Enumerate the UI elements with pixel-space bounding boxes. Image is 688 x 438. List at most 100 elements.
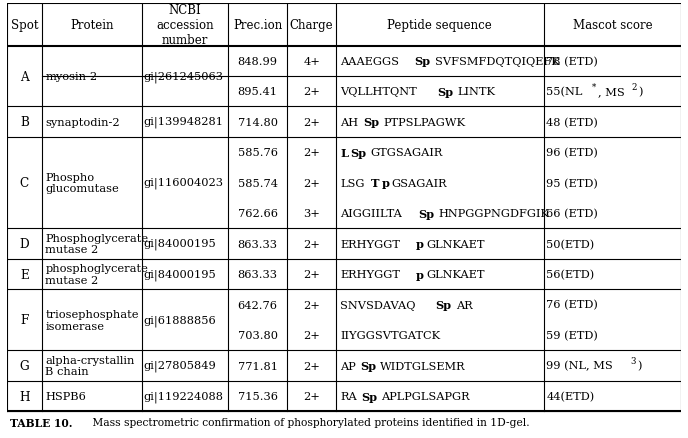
Text: AR: AR	[456, 300, 473, 310]
Text: E: E	[20, 268, 29, 281]
Text: 3: 3	[631, 356, 636, 365]
Text: VQLLHTQNT: VQLLHTQNT	[340, 87, 417, 97]
Text: 2+: 2+	[303, 361, 320, 371]
Text: Phosphoglycerate
mutase 2: Phosphoglycerate mutase 2	[45, 233, 149, 255]
Text: 714.80: 714.80	[237, 117, 278, 127]
Text: gi|119224088: gi|119224088	[144, 390, 224, 402]
Text: 95 (ETD): 95 (ETD)	[546, 178, 598, 188]
Text: Mass spectrometric confirmation of phosphorylated proteins identified in 1D-gel.: Mass spectrometric confirmation of phosp…	[89, 417, 529, 427]
Text: 2+: 2+	[303, 178, 320, 188]
Text: 59 (ETD): 59 (ETD)	[546, 330, 598, 340]
Text: Sp: Sp	[415, 56, 431, 67]
Text: GLNKAET: GLNKAET	[426, 269, 484, 279]
Text: TABLE 10.: TABLE 10.	[10, 417, 72, 428]
Text: 2+: 2+	[303, 269, 320, 279]
Text: triosephosphate
isomerase: triosephosphate isomerase	[45, 309, 139, 331]
Text: 2+: 2+	[303, 117, 320, 127]
Text: RA: RA	[340, 391, 356, 401]
Text: Charge: Charge	[290, 19, 334, 32]
Text: 585.74: 585.74	[237, 178, 278, 188]
Text: p: p	[416, 269, 424, 280]
Text: 2+: 2+	[303, 87, 320, 97]
Text: gi|116004023: gi|116004023	[144, 177, 224, 189]
Text: F: F	[20, 314, 29, 327]
Text: B: B	[20, 116, 29, 129]
Text: 76 (ETD): 76 (ETD)	[546, 300, 598, 310]
Text: GSAGAIR: GSAGAIR	[391, 178, 447, 188]
Text: synaptodin-2: synaptodin-2	[45, 117, 120, 127]
Text: p: p	[382, 178, 389, 189]
Text: 55(NL: 55(NL	[546, 87, 583, 97]
Text: T: T	[371, 178, 380, 189]
Text: p: p	[416, 239, 424, 250]
Text: Mascot score: Mascot score	[572, 19, 652, 32]
Text: gi|261245063: gi|261245063	[144, 71, 224, 83]
Text: 2+: 2+	[303, 391, 320, 401]
Text: gi|139948281: gi|139948281	[144, 117, 224, 128]
Text: 863.33: 863.33	[237, 269, 278, 279]
Text: 50(ETD): 50(ETD)	[546, 239, 594, 249]
Text: 4+: 4+	[303, 57, 320, 67]
Text: 2+: 2+	[303, 239, 320, 249]
Text: 2+: 2+	[303, 148, 320, 158]
Text: 585.76: 585.76	[237, 148, 278, 158]
Text: 895.41: 895.41	[237, 87, 278, 97]
Text: Sp: Sp	[350, 147, 366, 159]
Text: Sp: Sp	[436, 300, 451, 311]
Text: PTPSLPAGWK: PTPSLPAGWK	[383, 117, 465, 127]
Text: Protein: Protein	[70, 19, 114, 32]
Text: Spot: Spot	[10, 19, 38, 32]
Text: Sp: Sp	[363, 117, 379, 128]
Text: *: *	[592, 82, 596, 92]
Text: Sp: Sp	[361, 391, 377, 402]
Text: Phospho
glucomutase: Phospho glucomutase	[45, 173, 119, 194]
Text: 44(ETD): 44(ETD)	[546, 391, 594, 401]
Text: APLPGLSAPGR: APLPGLSAPGR	[382, 391, 470, 401]
Text: 715.36: 715.36	[237, 391, 278, 401]
Text: Peptide sequence: Peptide sequence	[387, 19, 492, 32]
Text: AAAEGGS: AAAEGGS	[340, 57, 399, 67]
Text: AP: AP	[340, 361, 356, 371]
Text: phosphoglycerate
mutase 2: phosphoglycerate mutase 2	[45, 264, 148, 285]
Text: 703.80: 703.80	[237, 330, 278, 340]
Text: SVFSMFDQTQIQEFK: SVFSMFDQTQIQEFK	[435, 57, 560, 67]
Text: C: C	[20, 177, 29, 190]
Text: HSPB6: HSPB6	[45, 391, 86, 401]
Text: LINTK: LINTK	[458, 87, 495, 97]
Text: 2: 2	[632, 82, 637, 92]
Text: HNPGGPNGDFGIK: HNPGGPNGDFGIK	[438, 208, 550, 219]
Text: myosin-2: myosin-2	[45, 72, 98, 82]
Text: H: H	[19, 390, 30, 403]
Text: Sp: Sp	[437, 87, 453, 98]
Text: ): )	[638, 360, 642, 371]
Text: 762.66: 762.66	[237, 208, 278, 219]
Text: Sp: Sp	[418, 208, 434, 219]
Text: GTGSAGAIR: GTGSAGAIR	[370, 148, 443, 158]
Text: Prec.ion: Prec.ion	[233, 19, 282, 32]
Text: ERHYGGT: ERHYGGT	[340, 239, 400, 249]
Text: 642.76: 642.76	[237, 300, 278, 310]
Text: D: D	[19, 237, 30, 251]
Text: 99 (NL, MS: 99 (NL, MS	[546, 360, 613, 371]
Text: AIGGIILTA: AIGGIILTA	[340, 208, 402, 219]
Text: 2+: 2+	[303, 300, 320, 310]
Text: 48 (ETD): 48 (ETD)	[546, 117, 598, 127]
Text: 2+: 2+	[303, 330, 320, 340]
Text: gi|84000195: gi|84000195	[144, 238, 217, 250]
Text: IIYGGSVTGATCK: IIYGGSVTGATCK	[340, 330, 440, 340]
Text: ): )	[638, 87, 643, 97]
Text: 56(ETD): 56(ETD)	[546, 269, 594, 279]
Text: L: L	[340, 147, 348, 159]
Text: 96 (ETD): 96 (ETD)	[546, 148, 598, 158]
Text: gi|27805849: gi|27805849	[144, 360, 217, 371]
Text: 3+: 3+	[303, 208, 320, 219]
Text: Sp: Sp	[360, 360, 376, 371]
Text: 848.99: 848.99	[237, 57, 278, 67]
Text: gi|61888856: gi|61888856	[144, 314, 217, 326]
Text: WIDTGLSEMR: WIDTGLSEMR	[380, 361, 466, 371]
Text: alpha-crystallin
B chain: alpha-crystallin B chain	[45, 355, 135, 377]
Text: 78 (ETD): 78 (ETD)	[546, 57, 598, 67]
Text: 771.81: 771.81	[237, 361, 278, 371]
Text: , MS: , MS	[598, 87, 625, 97]
Text: 66 (ETD): 66 (ETD)	[546, 208, 598, 219]
